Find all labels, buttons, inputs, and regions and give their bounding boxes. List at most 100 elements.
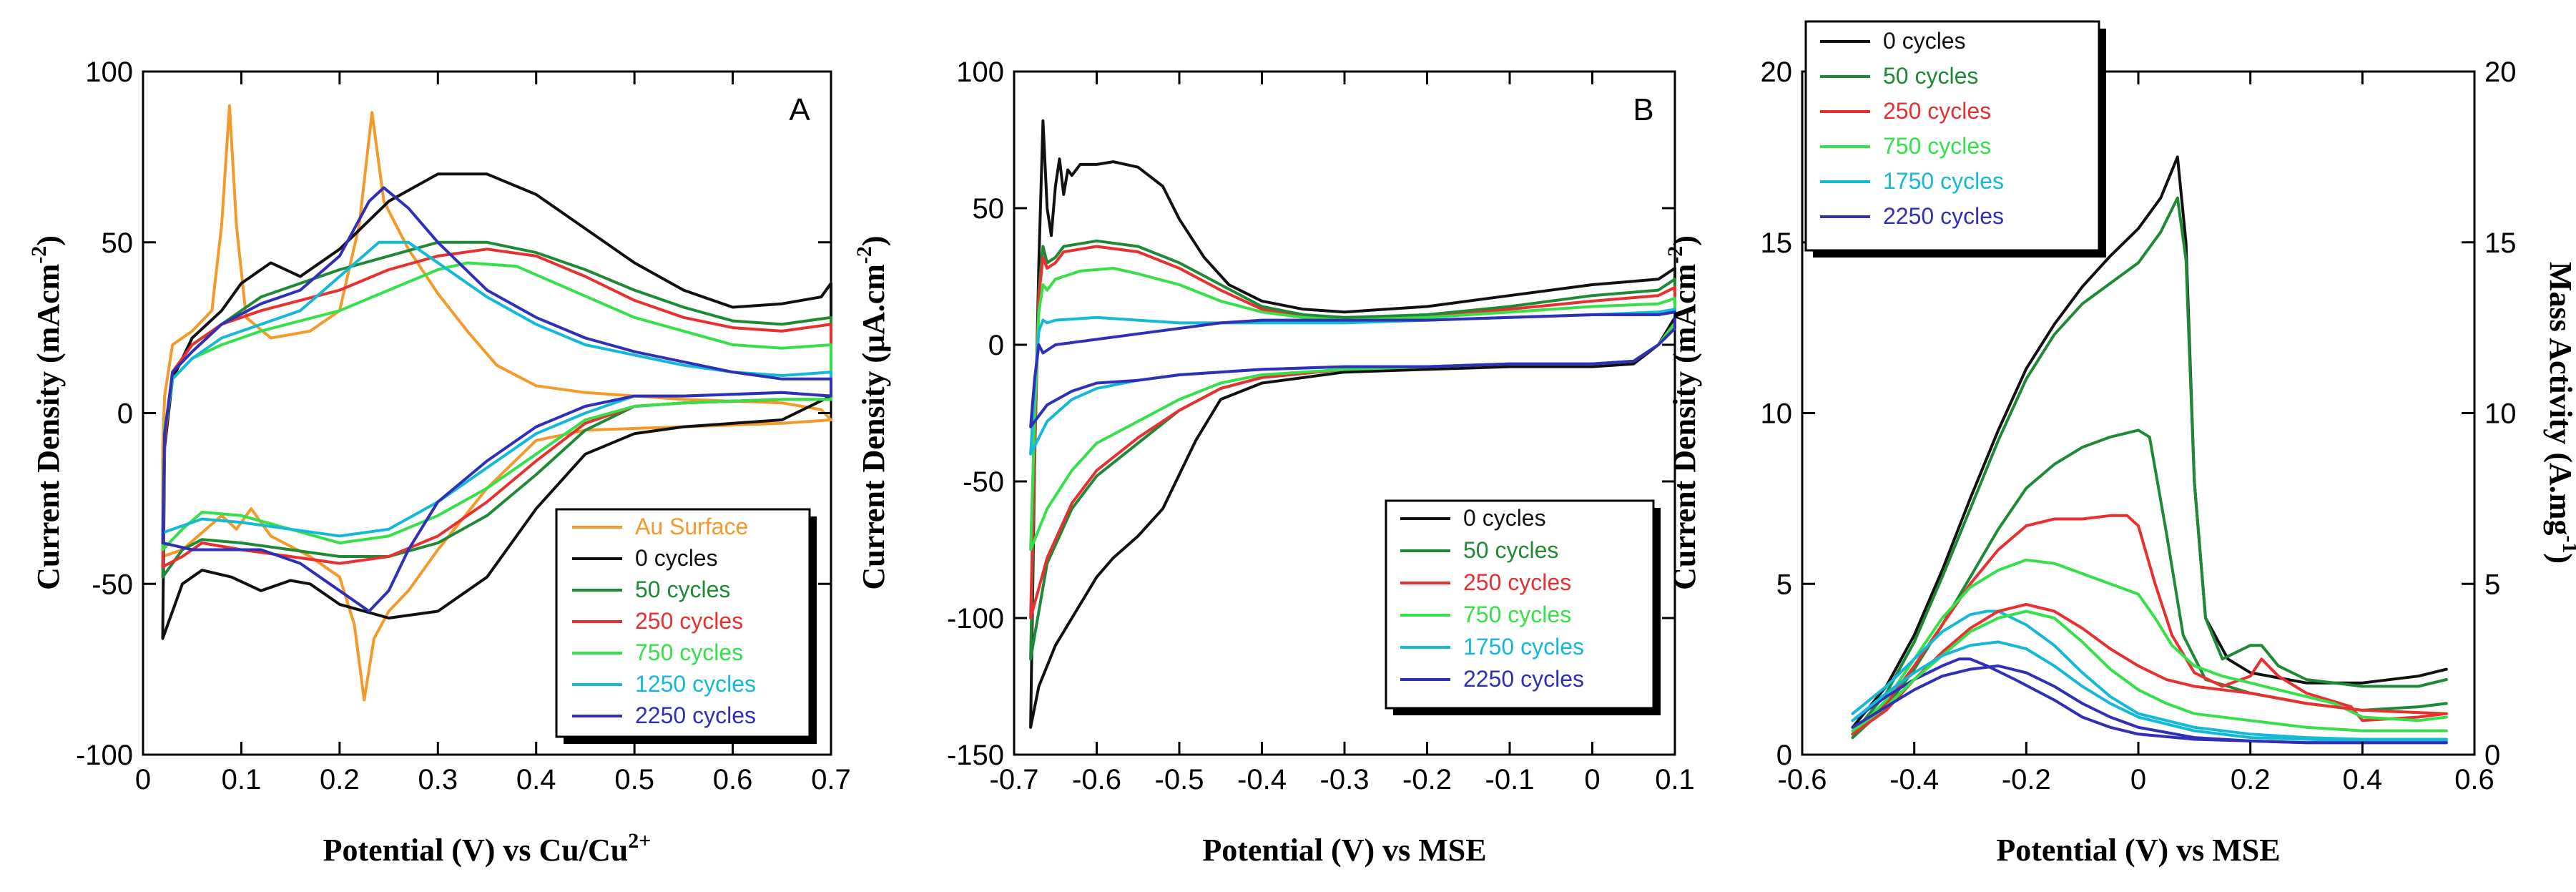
panel-a-legend-label-2250-cycles: 2250 cycles bbox=[635, 702, 756, 728]
panel-b-legend-label-1750-cycles: 1750 cycles bbox=[1463, 634, 1584, 660]
panel-c-y2-tick-label: 10 bbox=[2484, 398, 2517, 430]
panel-c-legend-label-750-cycles: 750 cycles bbox=[1883, 133, 1991, 159]
panel-a-y-tick-label: 50 bbox=[102, 227, 134, 259]
panel-c-x-tick-label: -0.4 bbox=[1889, 764, 1939, 795]
panel-b-x-tick-label: -0.4 bbox=[1237, 764, 1287, 795]
panel-b-series-250-cycles-2 bbox=[1029, 245, 1676, 619]
panel-c-x-tick-label: 0.2 bbox=[2231, 764, 2271, 795]
panel-a-series-750-cycles-4 bbox=[161, 261, 832, 552]
panel-c-series-50-cycles-1 bbox=[1851, 196, 2448, 736]
panel-a-x-tick-label: 0.6 bbox=[713, 764, 753, 795]
panel-c-x-tick-label: -0.2 bbox=[2002, 764, 2051, 795]
panel-c-y-tick-label: 0 bbox=[1776, 740, 1792, 771]
panel-b-legend-label-2250-cycles: 2250 cycles bbox=[1463, 666, 1584, 692]
panel-a-y-tick-label: -100 bbox=[76, 740, 133, 771]
panel-b-x-tick-label: -0.7 bbox=[990, 764, 1039, 795]
panel-a-ticks: 0 0.1 0.2 0.3 0.4 0.5 0.6 0.7 100 50 0 -50 -100 bbox=[76, 57, 851, 795]
panel-a: 0 0.1 0.2 0.3 0.4 0.5 0.6 0.7 100 50 0 -50 -100 A Po… bbox=[27, 57, 851, 868]
panel-c-y2-tick-label: 5 bbox=[2484, 569, 2500, 600]
panel-b-y-tick-label: -50 bbox=[963, 466, 1004, 498]
panel-a-series-0-cycles-1 bbox=[161, 172, 832, 640]
panel-c-y-tick-label: 20 bbox=[1761, 57, 1793, 88]
panel-b-legend: 0 cycles 50 cycles 250 cycles 750 cycles 175… bbox=[1385, 499, 1661, 715]
panel-c-y2-axis-label: Mass Activity (A.mg-1) bbox=[2543, 262, 2576, 564]
panel-b-legend-label-750-cycles: 750 cycles bbox=[1463, 602, 1571, 627]
panel-c-series-50-cycles-2 bbox=[1851, 428, 2448, 740]
panel-c-legend-label-250-cycles: 250 cycles bbox=[1883, 98, 1991, 124]
panel-b-x-tick-label: -0.1 bbox=[1485, 764, 1535, 795]
panel-c-legend: 0 cycles 50 cycles 250 cycles 750 cycles 175… bbox=[1804, 20, 2106, 258]
panel-c-x-tick-label: -0.6 bbox=[1778, 764, 1827, 795]
panel-a-y-tick-label: 100 bbox=[85, 57, 133, 88]
panel-c-y2-tick-label: 0 bbox=[2484, 740, 2500, 771]
panel-c-legend-label-0-cycles: 0 cycles bbox=[1883, 28, 1966, 54]
panel-b-y-tick-label: 100 bbox=[956, 57, 1004, 88]
panel-a-series-250-cycles-3 bbox=[161, 247, 832, 569]
panel-b-y-tick-label: -100 bbox=[947, 603, 1004, 634]
panel-b-x-tick-label: -0.2 bbox=[1402, 764, 1452, 795]
panel-b-x-tick-label: 0 bbox=[1584, 764, 1600, 795]
panel-c-series-1750-cycles-5 bbox=[1851, 609, 2448, 741]
panel-b-y-axis-label: Current Density (μA.cm-2) bbox=[852, 235, 891, 589]
panel-a-x-tick-label: 0.3 bbox=[418, 764, 458, 795]
panel-b-x-tick-label: -0.6 bbox=[1072, 764, 1121, 795]
panel-a-legend-label-au-surface: Au Surface bbox=[635, 514, 748, 539]
panel-b-legend-label-0-cycles: 0 cycles bbox=[1463, 505, 1546, 531]
panel-a-y-axis-label: Current Density (mAcm-2) bbox=[27, 235, 66, 590]
panel-c-y2-tick-label: 15 bbox=[2484, 227, 2517, 259]
panel-b-series-group bbox=[1029, 119, 1676, 729]
panel-c-x-tick-label: 0.6 bbox=[2454, 764, 2494, 795]
panel-a-y-tick-label: -50 bbox=[92, 569, 133, 600]
panel-c-y-tick-label: 5 bbox=[1776, 569, 1792, 600]
panel-b-legend-box bbox=[1385, 499, 1655, 710]
panel-a-legend-label-250-cycles: 250 cycles bbox=[635, 608, 743, 634]
panel-c-series-2250-cycles-10 bbox=[1851, 664, 2448, 745]
panel-c-y-tick-label: 10 bbox=[1761, 398, 1793, 430]
panel-b-y-tick-label: 0 bbox=[988, 330, 1004, 361]
panel-b-ticks: -0.7 -0.6 -0.5 -0.4 -0.3 -0.2 -0.1 0 0.1 100 50 0 -5… bbox=[947, 57, 1695, 795]
panel-c-legend-box bbox=[1804, 20, 2100, 252]
panel-a-x-tick-label: 0 bbox=[135, 764, 151, 795]
panel-a-series-2250-cycles-6 bbox=[161, 186, 832, 613]
panel-b-x-tick-label: -0.3 bbox=[1320, 764, 1370, 795]
panel-b: -0.7 -0.6 -0.5 -0.4 -0.3 -0.2 -0.1 0 0.1 100 50 0 -5… bbox=[852, 57, 1695, 868]
panel-c-series-group bbox=[1851, 155, 2448, 745]
panel-c-x-axis-label: Potential (V) vs MSE bbox=[1996, 833, 2280, 868]
panel-c-legend-label-1750-cycles: 1750 cycles bbox=[1883, 168, 2004, 194]
panel-c-series-250-cycles-3 bbox=[1851, 514, 2448, 736]
panel-c-y2-tick-label: 20 bbox=[2484, 57, 2517, 88]
panel-a-legend-label-750-cycles: 750 cycles bbox=[635, 639, 743, 665]
panel-a-legend-label-0-cycles: 0 cycles bbox=[635, 545, 718, 571]
panel-a-legend-entries: Au Surface 0 cycles 50 cycles 250 cycles 750… bbox=[572, 514, 756, 728]
panel-c-legend-label-50-cycles: 50 cycles bbox=[1883, 63, 1978, 89]
panel-a-series-50-cycles-2 bbox=[161, 240, 832, 579]
panel-a-x-tick-label: 0.4 bbox=[516, 764, 556, 795]
panel-a-x-tick-label: 0.7 bbox=[811, 764, 851, 795]
panel-c-y-tick-label: 15 bbox=[1761, 227, 1793, 259]
panel-b-y-tick-label: -150 bbox=[947, 740, 1004, 771]
panel-b-letter: B bbox=[1633, 92, 1653, 127]
panel-a-legend-label-1250-cycles: 1250 cycles bbox=[635, 671, 756, 697]
panel-c-series-750-cycles-4 bbox=[1851, 558, 2448, 736]
panel-a-x-axis-label: Potential (V) vs Cu/Cu2+ bbox=[323, 829, 652, 868]
panel-a-series-1250-cycles-5 bbox=[161, 240, 832, 538]
panel-a-x-tick-label: 0.5 bbox=[614, 764, 654, 795]
panel-c-y-axis-label: Current Density (mAcm-2) bbox=[1663, 235, 1702, 590]
panel-b-series-2250-cycles-5 bbox=[1029, 310, 1676, 428]
panel-c-series-750-cycles-8 bbox=[1851, 609, 2448, 732]
panel-b-x-tick-label: -0.5 bbox=[1155, 764, 1204, 795]
panel-a-legend: Au Surface 0 cycles 50 cycles 250 cycles 750… bbox=[555, 508, 817, 744]
panel-c-series-1750-cycles-9 bbox=[1851, 640, 2448, 742]
panel-b-x-axis-label: Potential (V) vs MSE bbox=[1202, 833, 1486, 868]
panel-a-legend-label-50-cycles: 50 cycles bbox=[635, 577, 730, 602]
panel-b-y-tick-label: 50 bbox=[973, 193, 1005, 225]
panel-c-legend-label-2250-cycles: 2250 cycles bbox=[1883, 203, 2004, 229]
panel-a-y-tick-label: 0 bbox=[117, 398, 133, 430]
panel-a-letter: A bbox=[789, 92, 810, 127]
panel-b-series-0-cycles-0 bbox=[1029, 119, 1676, 729]
panel-b-legend-label-50-cycles: 50 cycles bbox=[1463, 537, 1558, 563]
panel-b-series-750-cycles-3 bbox=[1029, 267, 1676, 552]
panel-a-series-group bbox=[161, 104, 832, 702]
panel-c-legend-entries: 0 cycles 50 cycles 250 cycles 750 cycles 175… bbox=[1820, 28, 2004, 229]
